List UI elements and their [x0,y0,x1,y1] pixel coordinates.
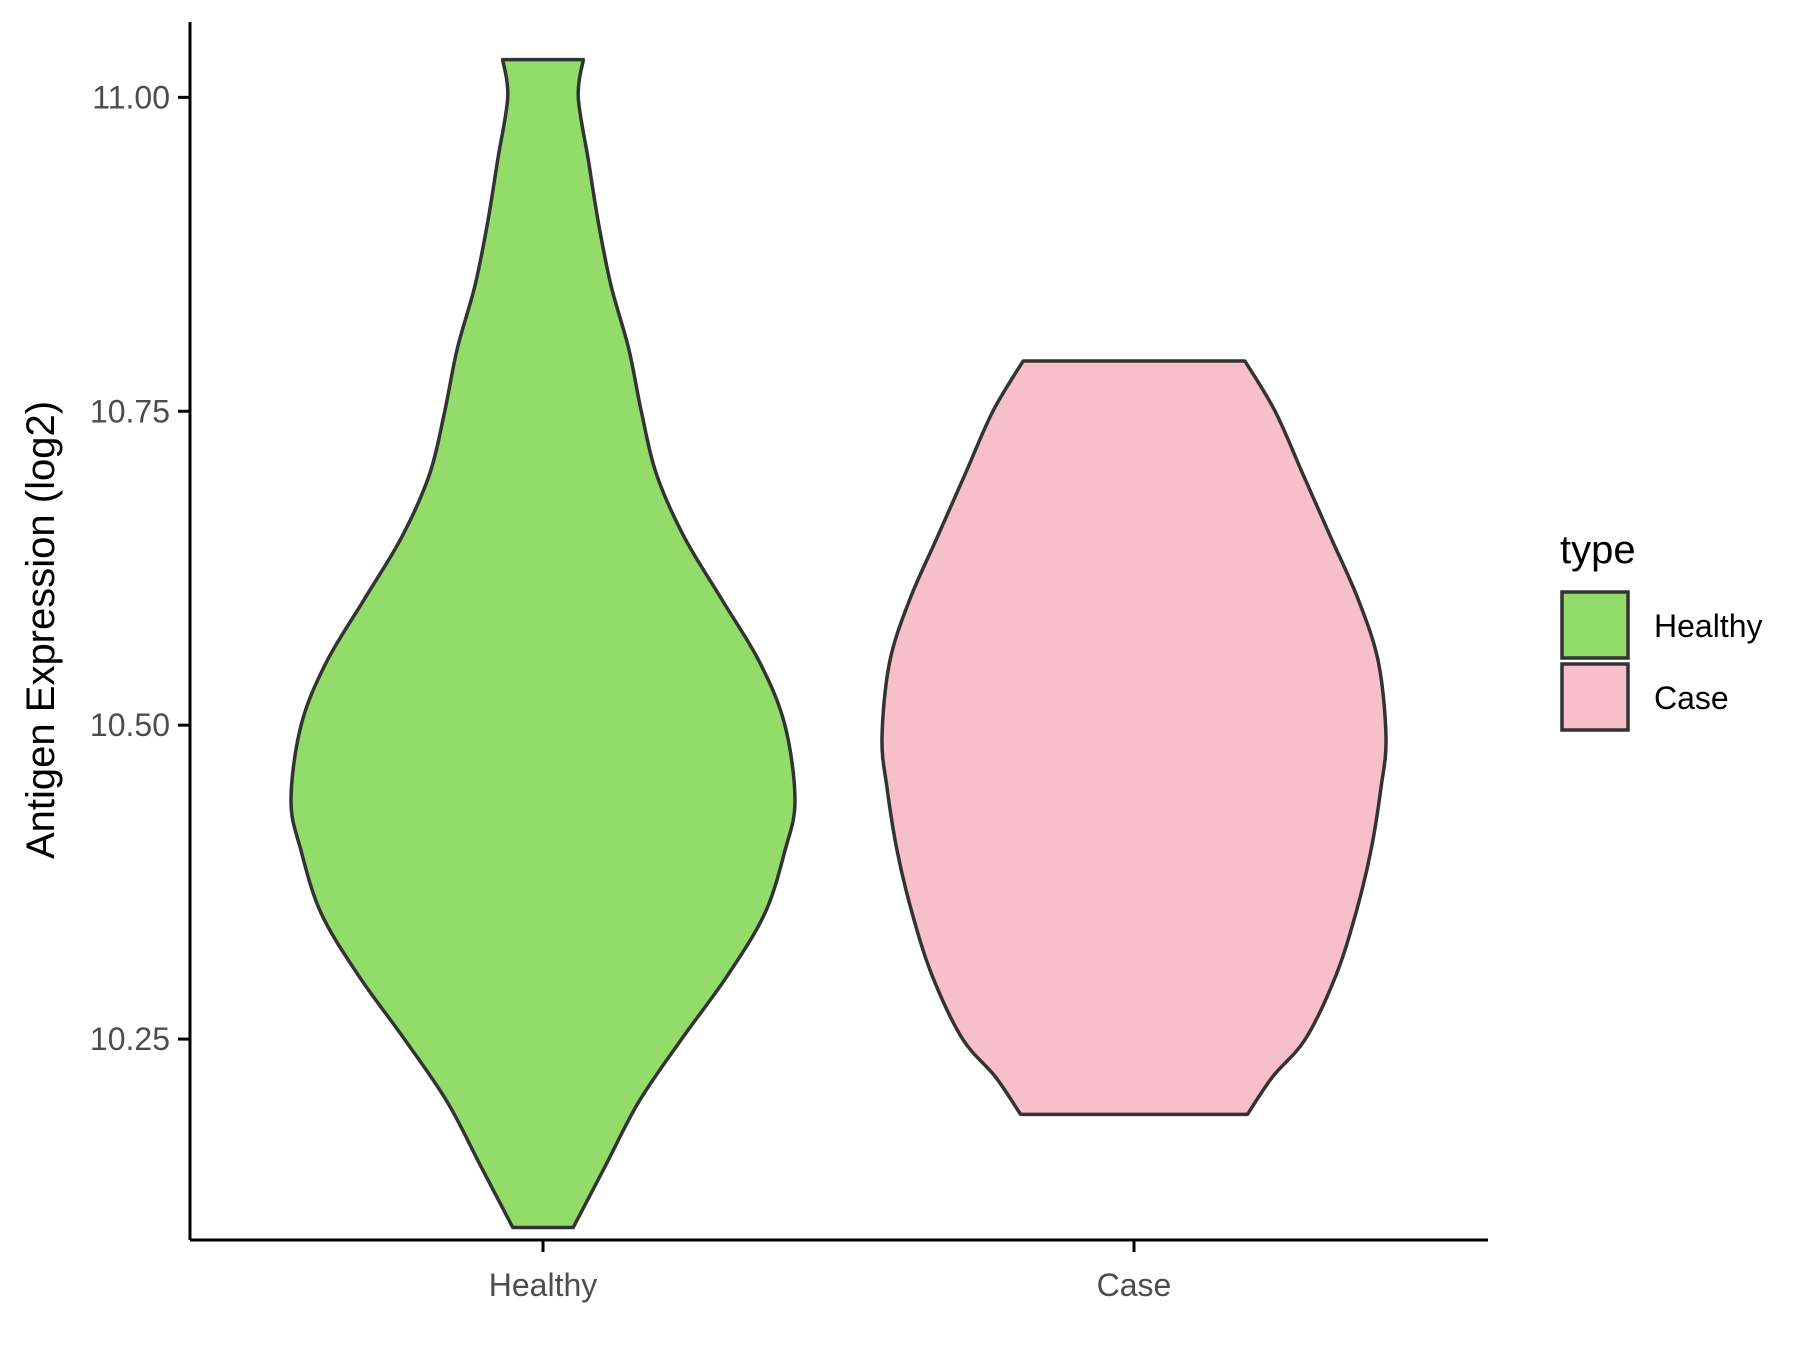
legend-label-healthy: Healthy [1654,608,1763,644]
legend-title: type [1560,528,1636,572]
y-tick-label: 10.25 [90,1021,170,1057]
y-axis-title: Antigen Expression (log2) [19,401,63,859]
legend-swatch-healthy [1560,590,1630,660]
violin-healthy [289,57,797,1230]
y-ticks: 10.25 10.50 10.75 11.00 [90,79,190,1057]
legend: type Healthy Case [1560,528,1763,732]
violin-case [880,359,1388,1117]
legend-swatch-case [1560,662,1630,732]
y-tick-label: 10.75 [90,393,170,429]
x-tick-label: Healthy [489,1267,598,1303]
violins-layer [289,57,1388,1230]
legend-label-case: Case [1654,680,1729,716]
x-tick-label: Case [1097,1267,1172,1303]
x-ticks: Healthy Case [489,1240,1172,1303]
y-tick-label: 10.50 [90,707,170,743]
axes-layer [188,22,1488,1242]
y-tick-label: 11.00 [92,79,170,115]
legend-entries: Healthy Case [1560,590,1763,732]
